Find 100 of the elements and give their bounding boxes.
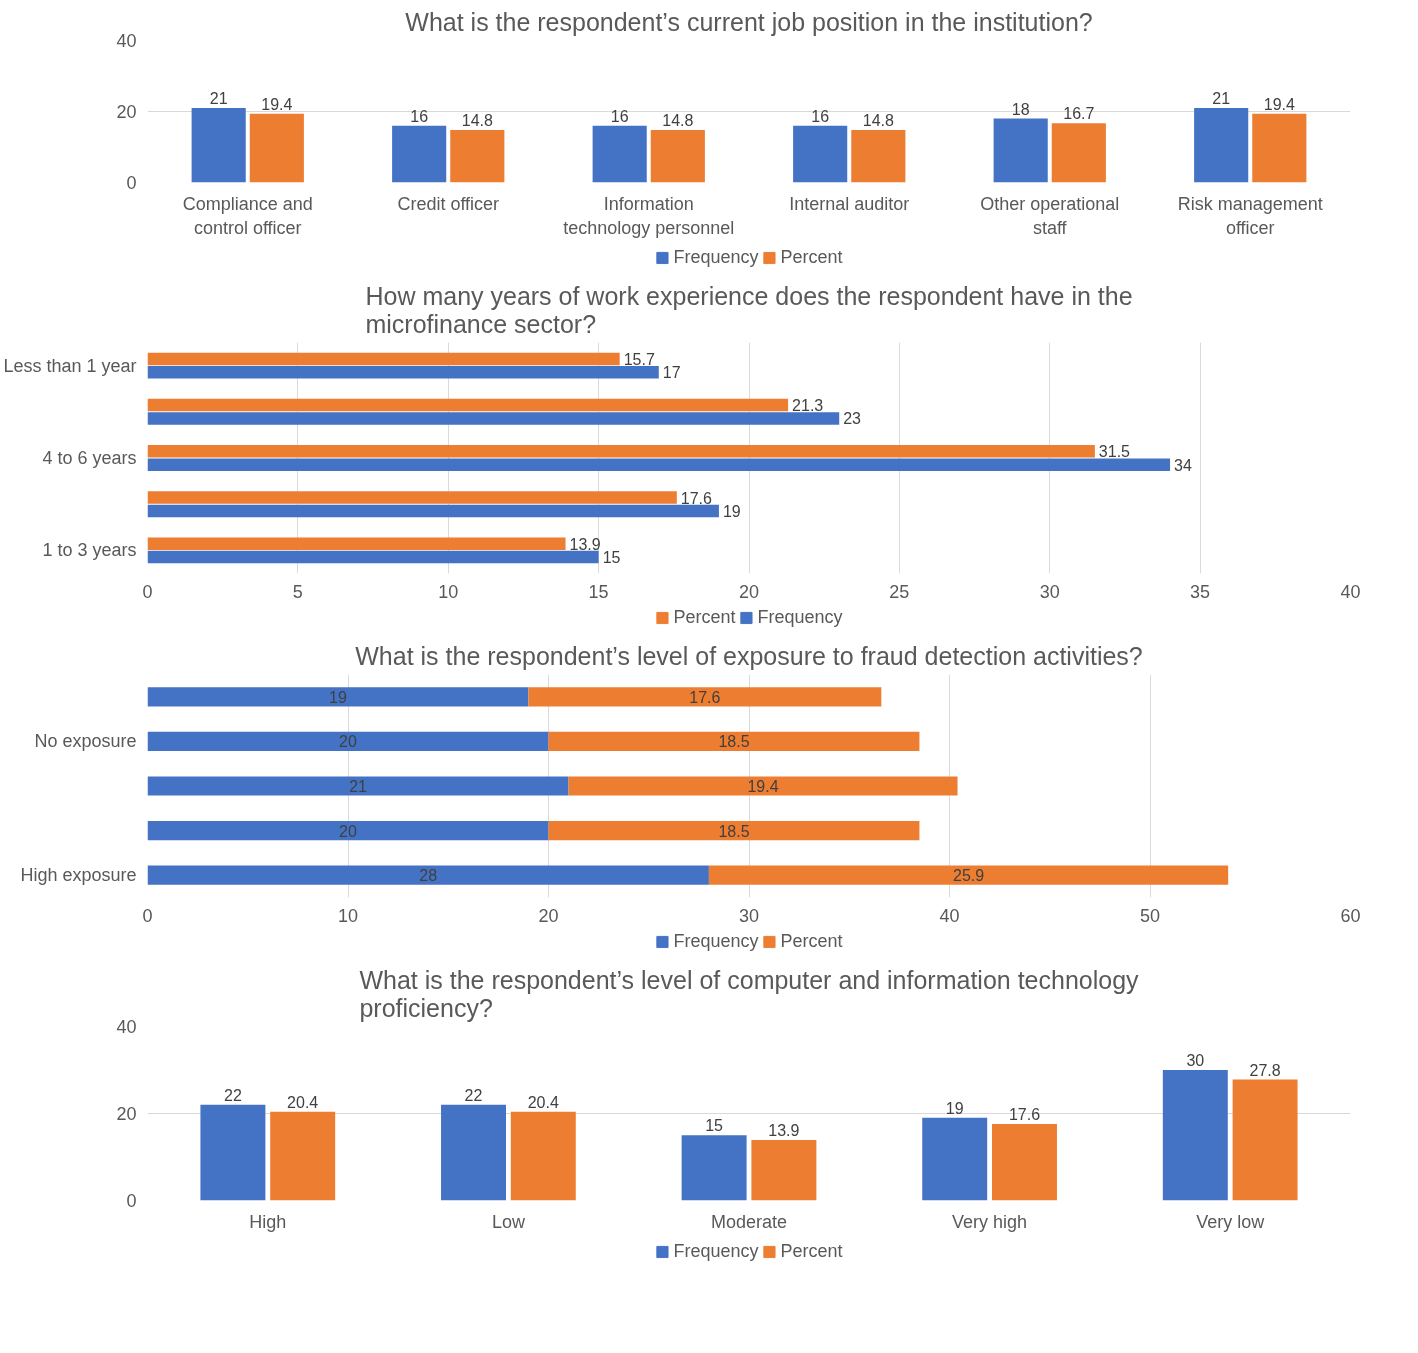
x-tick-label: 15 — [588, 581, 609, 602]
data-label: 31.5 — [1098, 443, 1131, 461]
data-label: 27.8 — [1249, 1061, 1281, 1079]
data-label: 25.9 — [952, 867, 985, 885]
data-label: 14.8 — [662, 111, 694, 129]
data-label: 17 — [662, 364, 681, 382]
y-tick-label: 40 — [116, 1017, 137, 1037]
legend-label: Percent — [673, 606, 736, 628]
y-tick-label: High exposure — [20, 865, 137, 886]
data-label: 28 — [419, 867, 438, 885]
y-tick-label: 4 to 6 years — [42, 448, 137, 468]
bar — [681, 1135, 747, 1201]
data-label: 19 — [945, 1099, 964, 1117]
bar — [992, 1123, 1057, 1201]
data-label: 34 — [1174, 456, 1192, 474]
data-label: 30 — [1186, 1052, 1205, 1069]
bar — [147, 550, 599, 564]
bar — [1162, 1070, 1228, 1201]
x-tick-label: 20 — [538, 905, 559, 926]
data-label: 17.6 — [680, 489, 713, 507]
data-label: 21.3 — [792, 397, 824, 415]
bar — [510, 1111, 576, 1201]
data-label: 21 — [1212, 89, 1231, 107]
y-tick-label: 40 — [116, 31, 137, 51]
bar — [392, 125, 447, 183]
y-tick-label: Less than 1 year — [3, 355, 137, 376]
bar — [450, 129, 505, 183]
legend-label: Percent — [780, 246, 843, 268]
data-label: 14.8 — [862, 111, 894, 129]
data-label: 22 — [224, 1086, 242, 1104]
bar — [851, 129, 906, 183]
data-label: 19.4 — [1263, 95, 1295, 113]
y-tick-label: No exposure — [34, 731, 137, 752]
data-label: 21 — [349, 778, 368, 795]
y-tick-label: 1 to 3 years — [42, 540, 137, 561]
chart-title: How many years of work experience does the respondent have in the microfinance sector? — [365, 281, 1133, 338]
bar — [147, 445, 1095, 458]
x-tick-label: 60 — [1340, 905, 1361, 926]
bar — [270, 1111, 336, 1201]
bar — [147, 821, 549, 841]
x-tick-label: Low — [491, 1211, 526, 1232]
x-tick-label: Other operational staff — [980, 193, 1120, 238]
data-label: 16.7 — [1063, 105, 1095, 123]
x-tick-label: Internal auditor — [789, 193, 910, 214]
x-tick-label: 30 — [738, 905, 760, 926]
data-label: 16 — [610, 107, 629, 125]
x-tick-label: 35 — [1190, 581, 1211, 602]
bar — [147, 412, 840, 425]
bar — [147, 458, 1171, 471]
bar — [568, 776, 958, 796]
y-tick-label: 0 — [126, 1191, 137, 1211]
bar — [751, 1140, 817, 1201]
data-label: 23 — [843, 410, 862, 428]
x-tick-label: 10 — [438, 581, 459, 602]
legend-label: Percent — [780, 1240, 843, 1262]
data-label: 20 — [339, 733, 357, 751]
bar — [922, 1117, 988, 1201]
x-tick-label: Very high — [952, 1211, 1028, 1232]
data-label: 17.6 — [689, 688, 721, 706]
bar — [249, 113, 304, 183]
bar — [592, 125, 647, 183]
x-tick-label: 30 — [1039, 581, 1060, 602]
legend-label: Percent — [780, 930, 843, 952]
bar — [793, 125, 848, 183]
legend-label: Frequency — [673, 1240, 759, 1262]
y-tick-label: 20 — [116, 1104, 137, 1124]
data-label: 18 — [1011, 100, 1030, 118]
bar — [1194, 107, 1249, 183]
bar — [650, 129, 705, 183]
bar — [147, 398, 789, 412]
bar — [147, 491, 677, 504]
x-tick-label: 20 — [738, 581, 760, 602]
data-label: 18.5 — [718, 733, 750, 751]
bar — [993, 118, 1048, 183]
bar — [147, 731, 549, 751]
x-tick-label: Information technology personnel — [563, 193, 735, 238]
x-tick-label: 50 — [1139, 905, 1161, 926]
bar — [1252, 113, 1307, 183]
bar — [1051, 123, 1106, 183]
bar — [147, 776, 569, 796]
legend-label: Frequency — [673, 246, 759, 268]
x-tick-label: 5 — [292, 581, 303, 602]
bar — [147, 352, 620, 366]
bar — [1232, 1079, 1298, 1201]
bar — [147, 537, 566, 550]
x-tick-label: 0 — [142, 905, 153, 926]
bar — [191, 107, 246, 183]
bar — [147, 366, 659, 379]
data-label: 15 — [705, 1117, 724, 1135]
data-label: 16 — [811, 107, 830, 125]
x-tick-label: 40 — [1340, 581, 1361, 602]
x-tick-label: 25 — [889, 581, 910, 602]
data-label: 15 — [602, 549, 621, 567]
chart-title: What is the respondent’s current job position in the institution? — [405, 7, 1093, 36]
chart-title: What is the respondent’s level of computer and information technology proficiency? — [359, 965, 1140, 1022]
legend-label: Frequency — [673, 930, 759, 952]
bar — [708, 865, 1229, 885]
x-tick-label: High — [249, 1211, 287, 1232]
data-label: 20.4 — [527, 1093, 559, 1111]
bar — [200, 1104, 266, 1201]
